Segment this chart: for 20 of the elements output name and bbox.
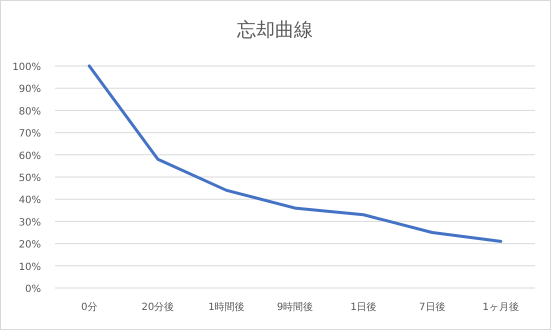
- y-tick-label: 60%: [18, 150, 41, 162]
- x-tick-label: 20分後: [141, 301, 174, 313]
- x-tick-label: 1時間後: [208, 301, 245, 313]
- x-tick-label: 9時間後: [276, 301, 314, 313]
- y-tick-label: 80%: [18, 106, 41, 118]
- y-tick-label: 0%: [25, 284, 41, 295]
- y-tick-label: 100%: [12, 62, 41, 73]
- y-tick-label: 30%: [18, 217, 41, 228]
- y-tick-label: 20%: [18, 240, 41, 251]
- line-series: [88, 64, 502, 243]
- y-tick-label: 40%: [18, 195, 41, 206]
- y-tick-label: 50%: [18, 173, 41, 184]
- y-tick-label: 10%: [18, 262, 41, 273]
- y-tick-label: 90%: [18, 84, 41, 96]
- chart-title: 忘却曲線: [237, 19, 313, 41]
- y-tick-label: 70%: [18, 128, 41, 140]
- x-tick-label: 1日後: [350, 301, 377, 313]
- x-tick-label: 7日後: [418, 301, 446, 313]
- x-tick-label: 1ヶ月後: [482, 301, 519, 313]
- x-tick-label: 0分: [81, 301, 98, 313]
